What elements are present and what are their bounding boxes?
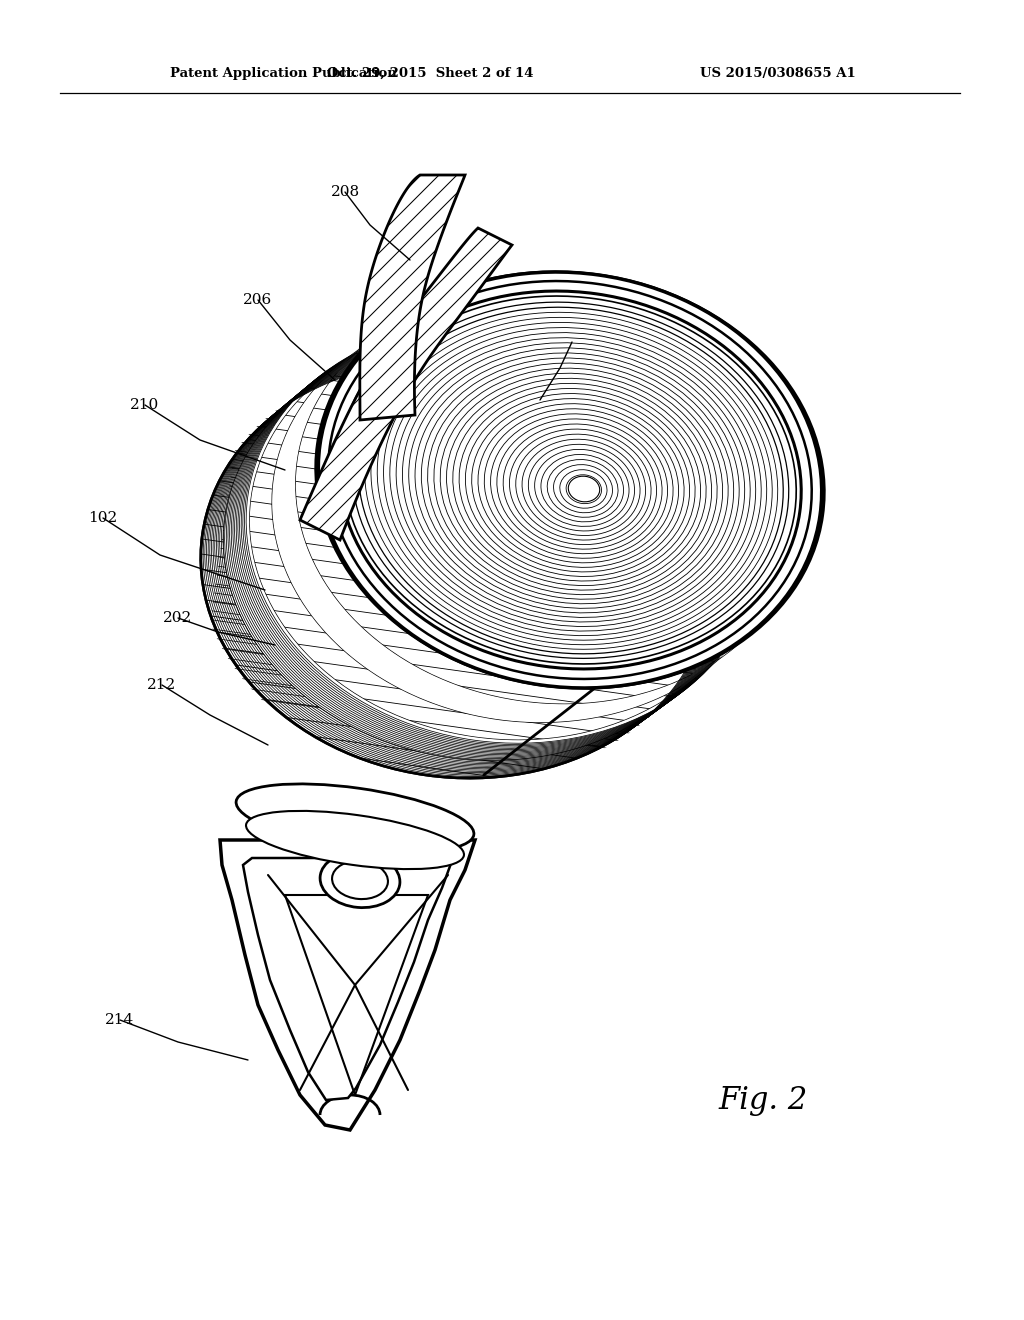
Ellipse shape bbox=[272, 306, 780, 722]
Text: 208: 208 bbox=[331, 185, 359, 199]
Ellipse shape bbox=[237, 784, 474, 853]
Ellipse shape bbox=[568, 477, 600, 502]
Ellipse shape bbox=[249, 325, 758, 741]
Ellipse shape bbox=[318, 272, 821, 688]
Text: Oct. 29, 2015  Sheet 2 of 14: Oct. 29, 2015 Sheet 2 of 14 bbox=[327, 66, 534, 79]
Text: 206: 206 bbox=[244, 293, 272, 308]
Text: Fig. 2: Fig. 2 bbox=[718, 1085, 807, 1115]
Ellipse shape bbox=[315, 272, 824, 688]
Ellipse shape bbox=[321, 853, 400, 908]
Polygon shape bbox=[300, 228, 512, 540]
Polygon shape bbox=[224, 325, 758, 760]
Ellipse shape bbox=[224, 345, 732, 760]
Text: 212: 212 bbox=[147, 678, 176, 692]
Ellipse shape bbox=[332, 861, 388, 899]
Ellipse shape bbox=[339, 290, 801, 669]
Text: 214: 214 bbox=[105, 1012, 134, 1027]
Polygon shape bbox=[359, 176, 465, 420]
Polygon shape bbox=[243, 858, 453, 1100]
Text: 102: 102 bbox=[88, 511, 118, 525]
Polygon shape bbox=[220, 840, 475, 1130]
Ellipse shape bbox=[295, 288, 804, 705]
Text: US 2015/0308655 A1: US 2015/0308655 A1 bbox=[700, 66, 856, 79]
Text: 210: 210 bbox=[130, 399, 160, 412]
Ellipse shape bbox=[201, 362, 710, 777]
Ellipse shape bbox=[246, 810, 464, 869]
Text: 202: 202 bbox=[164, 611, 193, 624]
Polygon shape bbox=[272, 288, 804, 722]
Text: 204: 204 bbox=[557, 335, 587, 348]
Text: Patent Application Publication: Patent Application Publication bbox=[170, 66, 396, 79]
